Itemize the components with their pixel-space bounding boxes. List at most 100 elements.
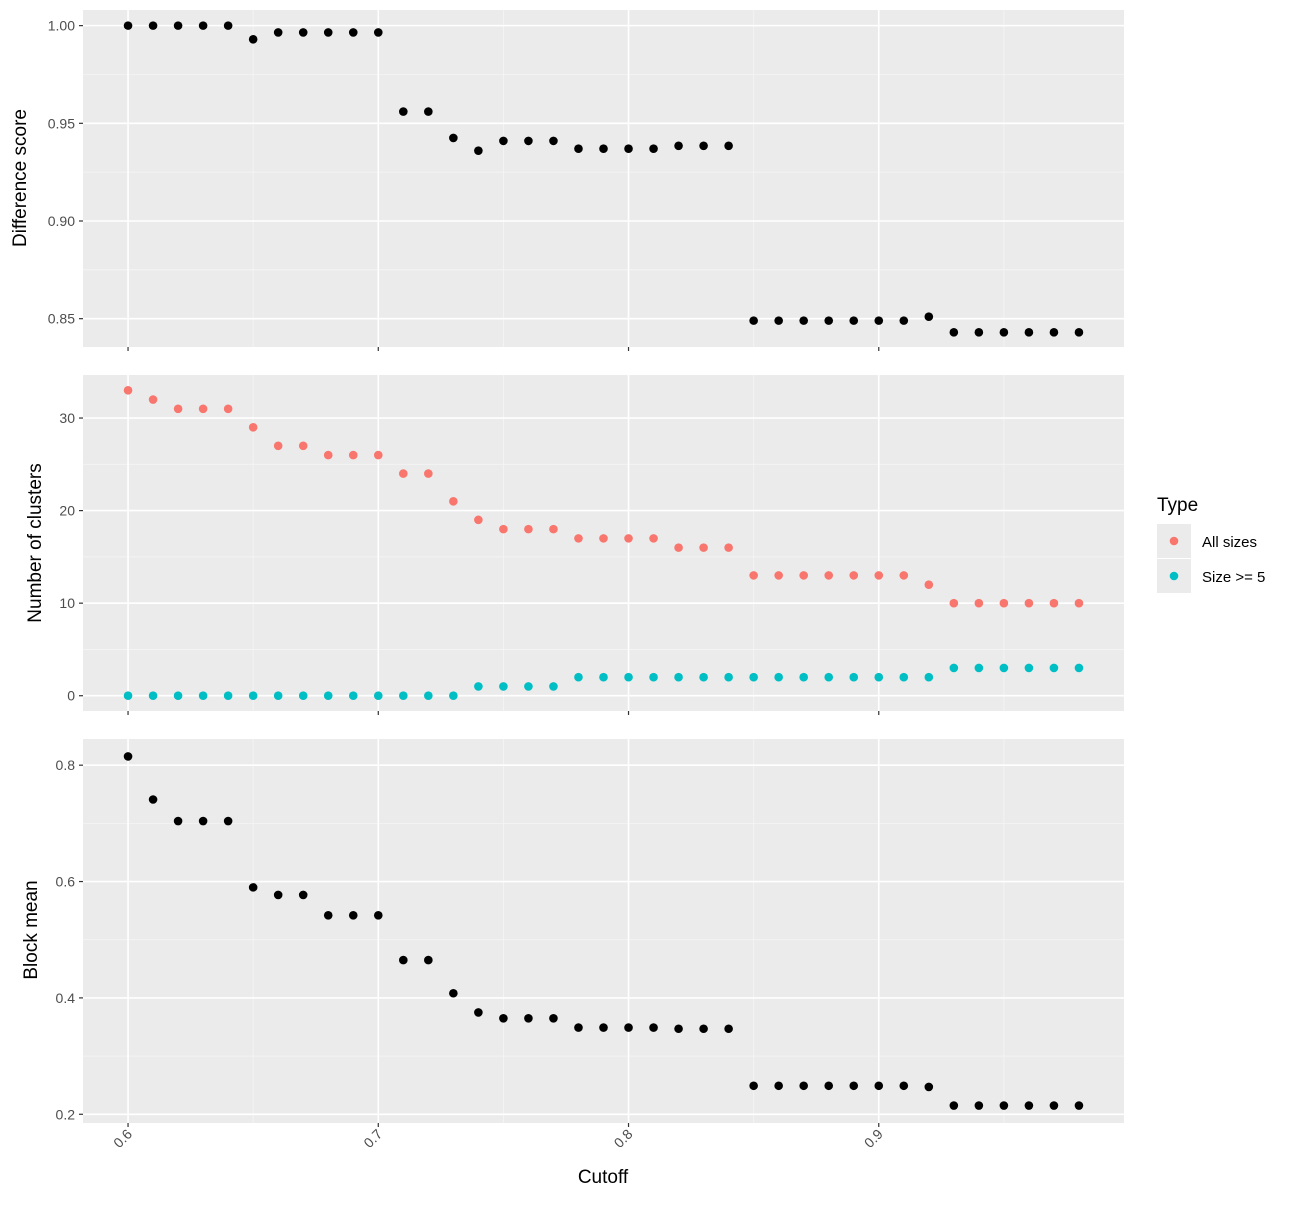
panel-bottom: 0.2 0.4 0.6 0.8 0.6 0.7 0.8 0.9 xyxy=(56,739,1124,1151)
y-tick-label: 0.90 xyxy=(48,213,75,229)
data-point-series xyxy=(799,1081,808,1091)
data-point-series xyxy=(699,141,708,151)
data-point-series xyxy=(749,316,758,325)
data-point-series xyxy=(649,144,658,154)
data-point-series xyxy=(624,1023,633,1032)
data-point-series xyxy=(699,1024,708,1034)
data-point-all-sizes xyxy=(148,395,158,404)
data-point-size-5 xyxy=(1074,663,1084,673)
data-point-size-5 xyxy=(949,663,959,673)
data-point-series xyxy=(974,1101,984,1110)
data-point-size-5 xyxy=(574,672,583,682)
data-point-all-sizes xyxy=(849,571,859,580)
data-point-series xyxy=(399,107,408,116)
x-tick-label: 0.6 xyxy=(110,1126,135,1151)
y-tick-label: 20 xyxy=(59,503,75,519)
data-point-series xyxy=(974,328,984,337)
data-point-size-5 xyxy=(123,691,133,701)
data-point-series xyxy=(449,133,458,143)
y-tick-label: 0 xyxy=(67,688,75,704)
data-point-size-5 xyxy=(223,691,233,701)
y-tick-label: 0.4 xyxy=(56,990,76,1006)
data-point-size-5 xyxy=(298,691,308,701)
data-point-series xyxy=(924,1082,934,1092)
data-point-all-sizes xyxy=(499,524,508,534)
data-point-series xyxy=(999,1101,1009,1110)
data-point-all-sizes xyxy=(924,580,934,589)
data-point-size-5 xyxy=(348,691,358,701)
x-tick-label: 0.8 xyxy=(611,1126,636,1151)
data-point-size-5 xyxy=(549,682,558,691)
data-point-size-5 xyxy=(273,691,283,701)
data-point-all-sizes xyxy=(624,534,633,543)
data-point-size-5 xyxy=(198,691,208,701)
data-point-all-sizes xyxy=(974,598,984,608)
x-tick-label: 0.9 xyxy=(861,1126,886,1151)
data-point-series xyxy=(223,21,233,30)
y-tick-label: 30 xyxy=(59,410,75,426)
data-point-size-5 xyxy=(699,672,708,682)
y-tick-label: 1.00 xyxy=(48,18,75,34)
data-point-series xyxy=(248,35,258,44)
data-point-series xyxy=(474,1008,483,1017)
data-point-series xyxy=(599,1023,608,1032)
data-point-series xyxy=(949,1101,959,1110)
data-point-series xyxy=(424,107,433,116)
data-point-size-5 xyxy=(674,672,683,682)
data-point-size-5 xyxy=(148,691,158,701)
data-point-series xyxy=(924,312,934,322)
data-point-series xyxy=(474,146,483,155)
data-point-size-5 xyxy=(924,672,934,682)
data-point-series xyxy=(148,795,158,804)
data-point-all-sizes xyxy=(749,571,758,580)
data-point-all-sizes xyxy=(574,534,583,543)
data-point-series xyxy=(1074,328,1084,337)
data-point-series xyxy=(198,816,208,826)
data-point-series xyxy=(524,136,533,146)
data-point-all-sizes xyxy=(874,571,884,580)
y-tick-label: 10 xyxy=(59,595,75,611)
data-point-all-sizes xyxy=(799,571,808,580)
data-point-series xyxy=(248,883,258,892)
data-point-all-sizes xyxy=(323,450,333,460)
data-point-series xyxy=(599,144,608,154)
data-point-size-5 xyxy=(974,663,984,673)
data-point-size-5 xyxy=(399,691,408,701)
data-point-series xyxy=(173,21,183,30)
data-point-series xyxy=(874,1081,884,1091)
data-point-all-sizes xyxy=(1049,598,1059,608)
legend-dot-all-sizes xyxy=(1169,536,1179,546)
data-point-series xyxy=(1024,1101,1034,1110)
data-point-all-sizes xyxy=(899,571,909,580)
data-point-size-5 xyxy=(499,682,508,691)
data-point-all-sizes xyxy=(649,534,658,543)
data-point-all-sizes xyxy=(724,543,733,552)
data-point-series xyxy=(198,21,208,30)
data-point-series xyxy=(574,1023,583,1032)
data-point-all-sizes xyxy=(173,404,183,414)
data-point-all-sizes xyxy=(674,543,683,552)
panel-background xyxy=(83,10,1124,347)
data-point-series xyxy=(499,1013,508,1023)
data-point-all-sizes xyxy=(373,450,383,460)
data-point-series xyxy=(549,136,558,146)
y-axis-title-difference-score: Difference score xyxy=(10,109,31,247)
data-point-size-5 xyxy=(849,672,859,682)
data-point-series xyxy=(899,1081,909,1091)
data-point-series xyxy=(148,21,158,30)
data-point-size-5 xyxy=(474,682,483,691)
data-point-series xyxy=(624,144,633,154)
data-point-size-5 xyxy=(424,691,433,701)
data-point-all-sizes xyxy=(949,598,959,608)
data-point-series xyxy=(123,752,133,761)
data-point-all-sizes xyxy=(1074,598,1084,608)
data-point-size-5 xyxy=(624,672,633,682)
data-point-size-5 xyxy=(173,691,183,701)
data-point-series xyxy=(449,988,458,998)
y-tick-label: 0.95 xyxy=(48,115,75,131)
data-point-series xyxy=(1049,1101,1059,1110)
data-point-all-sizes xyxy=(399,469,408,478)
data-point-all-sizes xyxy=(424,469,433,478)
data-point-size-5 xyxy=(874,672,884,682)
